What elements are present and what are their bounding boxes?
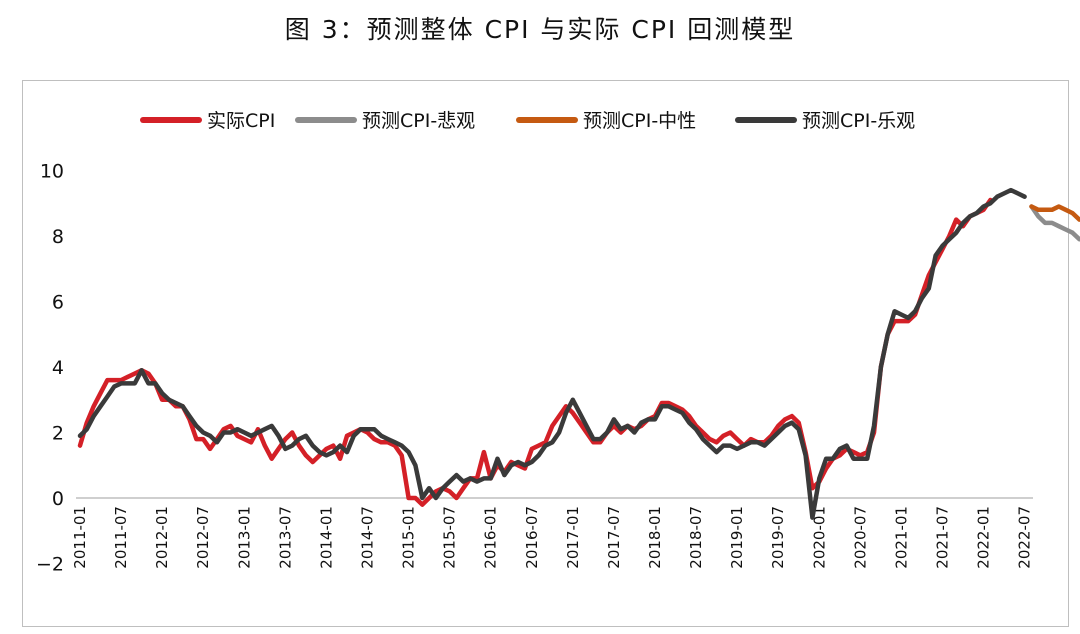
legend-label: 实际CPI xyxy=(207,110,275,132)
x-tick-label: 2022-07 xyxy=(1016,506,1034,569)
y-tick-label: 2 xyxy=(52,423,64,445)
x-tick-label: 2015-01 xyxy=(400,506,418,569)
x-tick-label: 2013-01 xyxy=(235,506,253,569)
x-tick-label: 2014-01 xyxy=(317,506,335,569)
y-tick-label: 0 xyxy=(52,488,64,510)
x-tick-label: 2020-01 xyxy=(810,506,828,569)
series-line-optimistic xyxy=(77,187,1027,520)
x-tick-label: 2018-07 xyxy=(687,506,705,569)
x-tick-label: 2021-01 xyxy=(892,506,910,569)
legend-label: 预测CPI-中性 xyxy=(583,110,696,132)
x-tick-label: 2019-07 xyxy=(769,506,787,569)
x-tick-label: 2012-01 xyxy=(153,506,171,569)
x-tick-label: 2017-01 xyxy=(564,506,582,569)
x-tick-label: 2014-07 xyxy=(358,506,376,569)
x-tick-label: 2013-07 xyxy=(276,506,294,569)
x-tick-label: 2016-07 xyxy=(523,506,541,569)
x-tick-label: 2021-07 xyxy=(933,506,951,569)
x-tick-label: 2015-07 xyxy=(441,506,459,569)
x-tick-label: 2011-01 xyxy=(71,506,89,569)
x-tick-label: 2016-01 xyxy=(482,506,500,569)
legend-label: 预测CPI-乐观 xyxy=(802,110,915,132)
x-tick-label: 2019-01 xyxy=(728,506,746,569)
x-tick-label: 2022-01 xyxy=(975,506,993,569)
y-tick-label: −2 xyxy=(36,554,64,576)
x-tick-label: 2011-07 xyxy=(112,506,130,569)
x-tick-label: 2017-07 xyxy=(605,506,623,569)
legend-label: 预测CPI-悲观 xyxy=(362,110,475,132)
y-tick-label: 4 xyxy=(52,357,64,379)
x-tick-label: 2018-01 xyxy=(646,506,664,569)
x-tick-label: 2020-07 xyxy=(851,506,869,569)
x-tick-label: 2012-07 xyxy=(194,506,212,569)
y-tick-label: 10 xyxy=(40,161,64,183)
y-tick-label: 8 xyxy=(52,226,64,248)
series-line-actual xyxy=(77,197,993,507)
chart-frame xyxy=(22,80,1069,627)
series-line-neutral xyxy=(1029,204,1080,222)
series-line-pessimistic xyxy=(1029,204,1080,242)
chart-title: 图 3：预测整体 CPI 与实际 CPI 回测模型 xyxy=(284,15,796,44)
y-tick-label: 6 xyxy=(52,292,64,314)
